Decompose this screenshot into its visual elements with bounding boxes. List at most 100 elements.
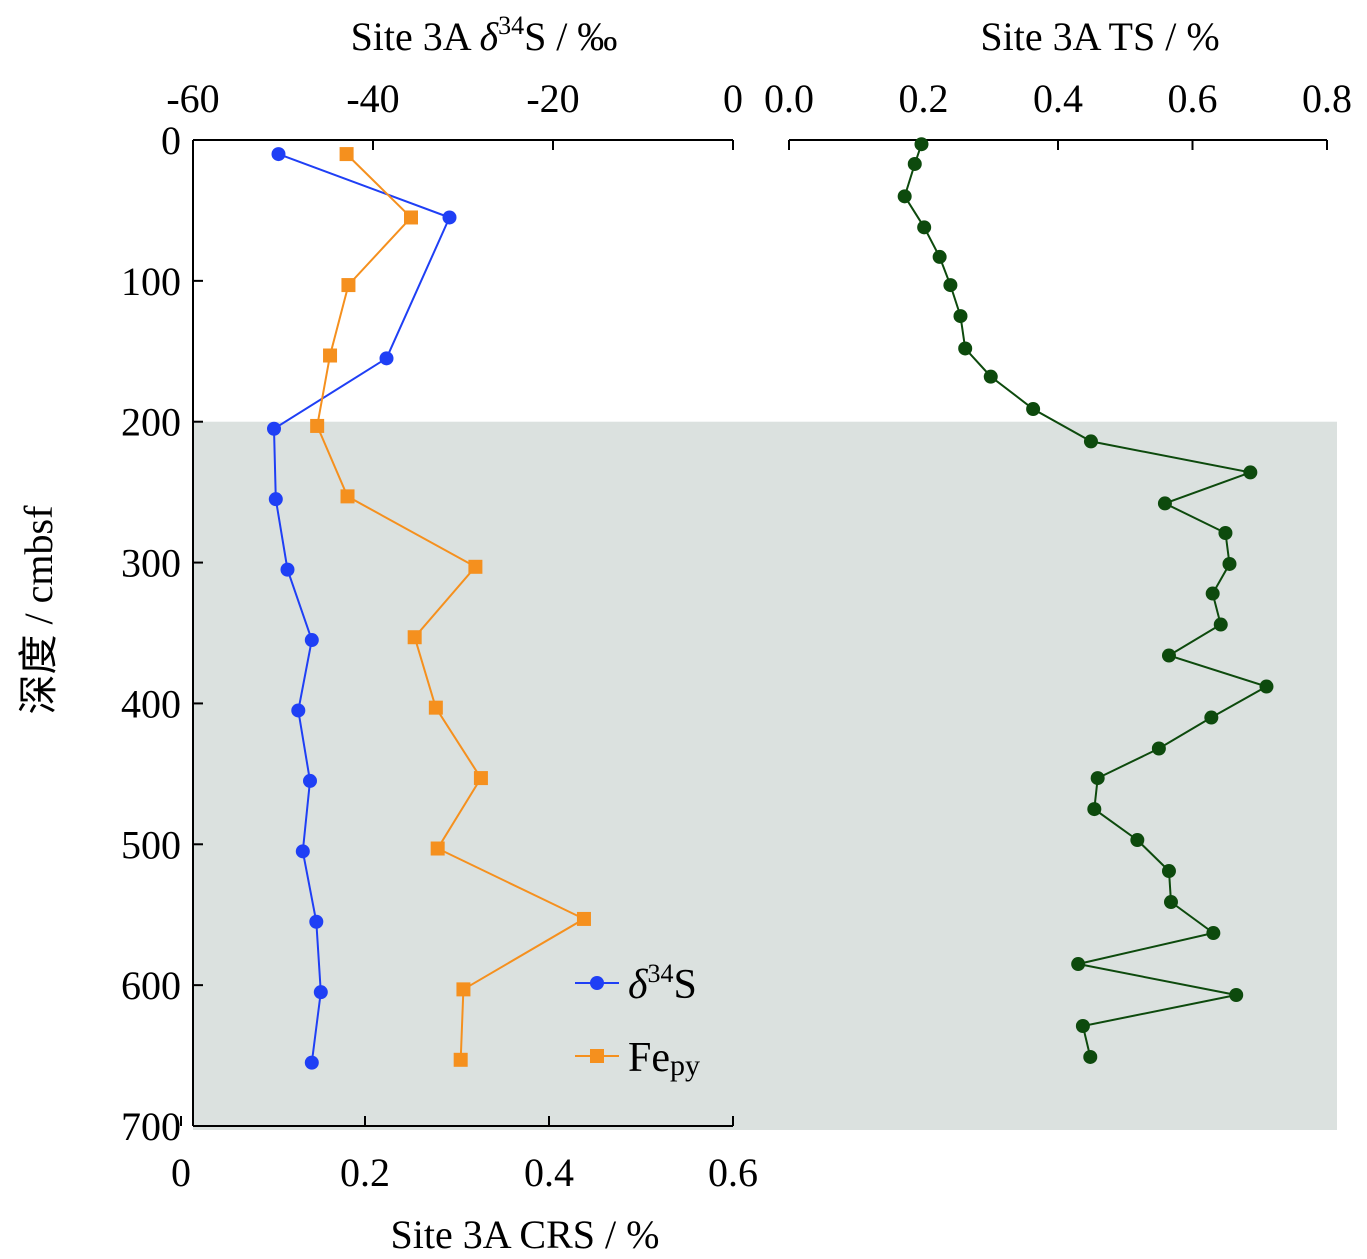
series-ts-point [1259, 679, 1274, 694]
series-ts-point [1087, 802, 1102, 817]
series-fepy [310, 147, 591, 1067]
series-ts-point [983, 369, 998, 384]
series-fepy-point [428, 700, 443, 715]
series-ts-point [943, 278, 958, 293]
series-ts-point [1083, 1049, 1098, 1064]
right-panel: 0.0 0.2 0.4 0.6 0.8 Site 3A TS / % [764, 14, 1352, 1064]
series-d34s-point [304, 1055, 319, 1070]
ts-x-tick-label: 0.6 [1168, 76, 1218, 121]
series-ts-point [1075, 1018, 1090, 1033]
top-x-tick-label: -60 [166, 76, 219, 121]
series-d34s-point [309, 914, 324, 929]
series-ts-point [917, 220, 932, 235]
bottom-axis-title: Site 3A CRS / % [391, 1212, 660, 1257]
series-d34s-point [295, 844, 310, 859]
series-fepy-point [468, 559, 483, 574]
bottom-x-tick-label: 0.4 [524, 1150, 574, 1195]
series-fepy-point [576, 911, 591, 926]
series-fepy-point [339, 147, 354, 162]
legend-marker-d34s [590, 976, 604, 990]
ts-x-tick-label: 0.0 [764, 76, 814, 121]
series-ts-point [1222, 556, 1237, 571]
series-ts-point [1130, 833, 1145, 848]
ts-x-tick-label: 0.4 [1033, 76, 1083, 121]
series-ts-point [1083, 434, 1098, 449]
bottom-x-tick-label: 0 [171, 1150, 191, 1195]
ts-x-ticks: 0.0 0.2 0.4 0.6 0.8 [764, 76, 1352, 150]
series-ts-point [1218, 525, 1233, 540]
y-tick-label: 500 [121, 822, 181, 867]
series-fepy-line [316, 153, 587, 1060]
legend-d34s-post: S [674, 962, 697, 1008]
top-x-tick-label: -20 [526, 76, 579, 121]
legend-fepy-main: Fe [628, 1035, 670, 1081]
series-d34s-point [442, 210, 457, 225]
series-ts-point [1157, 496, 1172, 511]
series-d34s-point [303, 773, 317, 788]
left-panel: 0 100 200 300 400 500 600 700 -60 -40 -20 0 0 0.2 0.… [16, 11, 758, 1257]
left-y-ticks: 0 100 200 300 400 500 600 700 [121, 118, 203, 1149]
y-axis-title: 深度 / cmbsf [16, 505, 61, 715]
series-fepy-point [323, 348, 338, 363]
series-d34s-point [304, 633, 319, 648]
series-d34s-point [379, 351, 394, 366]
series-ts-point [953, 309, 968, 324]
series-fepy-point [310, 418, 325, 433]
y-tick-label: 600 [121, 963, 181, 1008]
bottom-x-tick-label: 0.2 [340, 1150, 390, 1195]
bottom-x-ticks: 0 0.2 0.4 0.6 [171, 1116, 758, 1195]
series-ts-point [1163, 895, 1178, 910]
legend-d34s-delta: δ [628, 962, 649, 1008]
series-d34s-point [280, 562, 295, 577]
top-x-ticks: -60 -40 -20 0 [166, 76, 743, 150]
top-x-tick-label: 0 [723, 76, 743, 121]
series-fepy-point [453, 1052, 468, 1067]
series-d34s-point [313, 985, 328, 1000]
legend-d34s-sup: 34 [648, 959, 674, 988]
series-fepy-point [404, 210, 418, 225]
series-ts-point [932, 249, 947, 264]
series-ts-point [1090, 771, 1105, 786]
series-fepy-point [340, 489, 355, 504]
top-axis-title-pre: Site 3A [351, 14, 480, 59]
y-tick-label: 700 [121, 1104, 181, 1149]
legend-marker-fepy [590, 1049, 604, 1063]
series-ts-point [1161, 648, 1176, 663]
series-ts-point [1213, 617, 1228, 632]
series-ts-point [1243, 465, 1258, 480]
series-ts-point [914, 137, 929, 152]
top-axis-title-sup: 34 [498, 11, 524, 40]
ts-x-tick-label: 0.8 [1302, 76, 1352, 121]
series-d34s-point [267, 421, 281, 436]
series-ts-point [897, 189, 912, 204]
series-ts-point [1204, 710, 1219, 725]
y-tick-label: 100 [121, 259, 181, 304]
top-axis-title-delta: δ [479, 14, 499, 59]
series-fepy-point [341, 278, 356, 293]
series-fepy-point [456, 982, 471, 997]
legend: δ34S Fepy [575, 959, 700, 1082]
series-ts-point [1151, 741, 1166, 756]
series-ts-point [1026, 402, 1041, 417]
series-fepy-point [473, 771, 488, 786]
series-ts-point [907, 156, 922, 171]
series-fepy-point [430, 841, 445, 856]
legend-item-fepy: Fepy [575, 1035, 700, 1082]
series-ts-point [1205, 586, 1220, 601]
series-ts [897, 137, 1274, 1064]
series-fepy-point [407, 630, 422, 645]
series-ts-point [1161, 864, 1176, 879]
bottom-x-tick-label: 0.6 [708, 1150, 758, 1195]
y-tick-label: 300 [121, 541, 181, 586]
legend-fepy-sub: py [670, 1049, 700, 1082]
series-ts-point [1071, 957, 1086, 972]
series-d34s [267, 147, 457, 1070]
ts-x-tick-label: 0.2 [899, 76, 949, 121]
legend-label-d34s: δ34S [628, 959, 697, 1008]
series-ts-point [1229, 988, 1244, 1003]
series-d34s-point [271, 147, 286, 162]
series-ts-point [958, 341, 973, 356]
y-tick-label: 400 [121, 681, 181, 726]
legend-item-d34s: δ34S [575, 959, 697, 1008]
top-axis-title: Site 3A δ34S / ‰ [351, 11, 618, 59]
